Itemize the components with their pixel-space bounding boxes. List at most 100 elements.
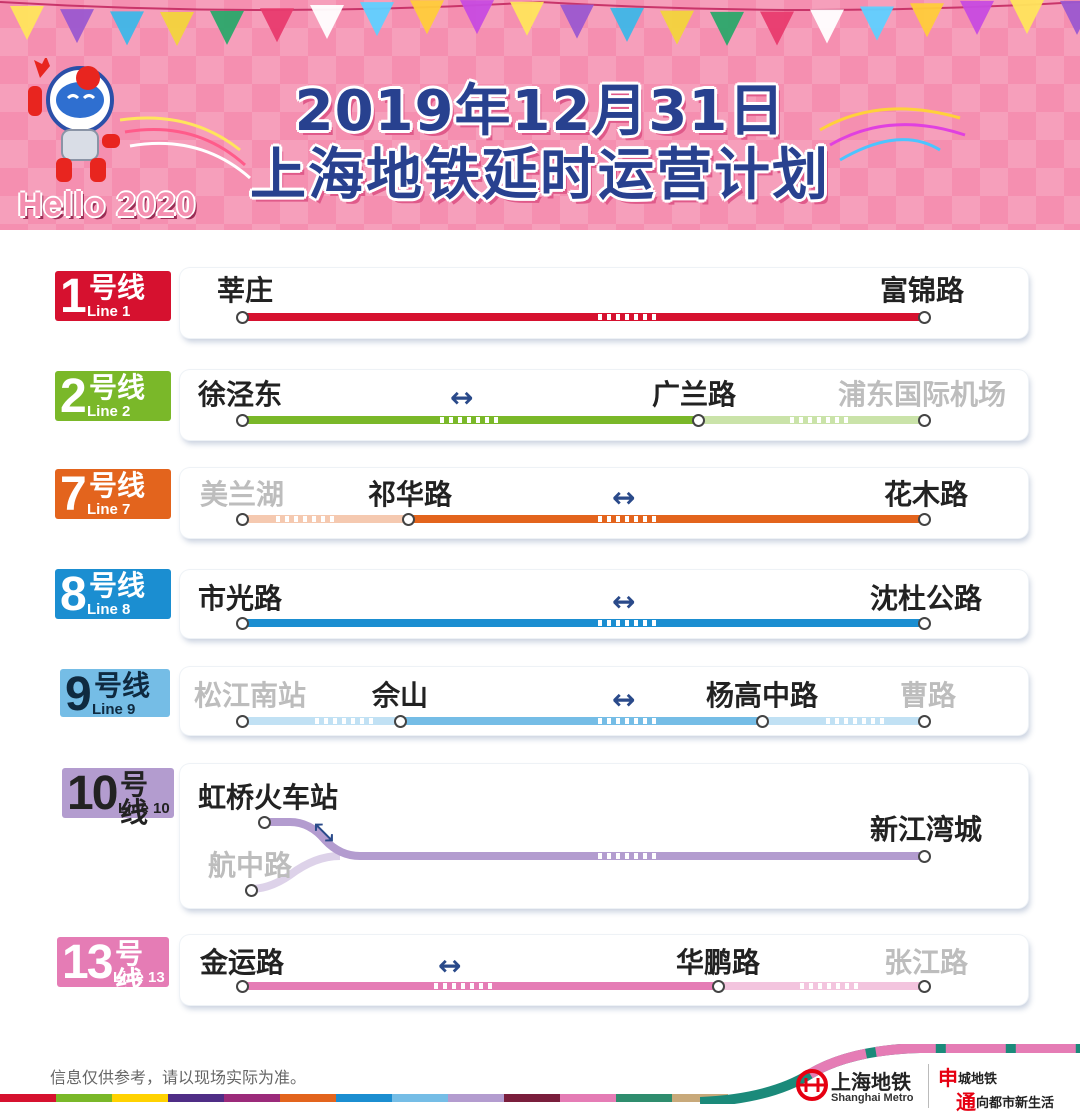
line-badge-7: 7 号线 Line 7 — [55, 469, 171, 519]
station-stop — [918, 617, 931, 630]
line-badge-8: 8 号线 Line 8 — [55, 569, 171, 619]
station-stop — [236, 414, 249, 427]
line-en-label: Line 9 — [92, 701, 136, 718]
track-dash — [790, 417, 848, 423]
station-label: 莘庄 — [217, 274, 274, 307]
line-number: 2 — [60, 370, 87, 423]
station-stop — [918, 715, 931, 728]
bidirectional-arrow-icon: ↔ — [612, 585, 636, 618]
line-segment — [242, 619, 924, 627]
line-card-2 — [180, 370, 1028, 440]
station-label: 祁华路 — [368, 478, 453, 511]
station-stop — [918, 311, 931, 324]
track-dash — [598, 516, 656, 522]
station-label: 曹路 — [900, 679, 957, 712]
station-stop — [236, 617, 249, 630]
station-label: 杨高中路 — [706, 679, 819, 712]
station-label: 花木路 — [884, 478, 969, 511]
footer-wave-decoration — [700, 1044, 1080, 1104]
stripe-segment — [392, 1094, 448, 1102]
station-stop — [712, 980, 725, 993]
stripe-segment — [112, 1094, 168, 1102]
station-label: 美兰湖 — [200, 478, 285, 511]
line-segment — [400, 717, 762, 725]
header-banner: 2019年12月31日 上海地铁延时运营计划 Hello 2020 — [0, 0, 1080, 230]
line-badge-2: 2 号线 Line 2 — [55, 371, 171, 421]
stripe-segment — [560, 1094, 616, 1102]
station-stop — [692, 414, 705, 427]
line-badge-1: 1 号线 Line 1 — [55, 271, 171, 321]
track-dash — [276, 516, 334, 522]
track-dash — [598, 718, 656, 724]
stripe-segment — [280, 1094, 336, 1102]
track-dash — [598, 314, 656, 320]
hello-2020-text: Hello 2020 — [18, 186, 197, 224]
station-label: 广兰路 — [652, 378, 737, 411]
footer-divider — [928, 1064, 929, 1108]
bidirectional-arrow-icon: ⤡ — [314, 818, 334, 846]
station-label: 市光路 — [198, 582, 283, 615]
station-label: 新江湾城 — [870, 813, 983, 846]
station-label: 沈杜公路 — [870, 582, 983, 615]
line-number: 13 — [62, 936, 113, 989]
line-number: 9 — [65, 668, 92, 721]
line-segment — [408, 515, 924, 523]
line-hao-label: 号线 — [94, 669, 151, 702]
station-stop — [756, 715, 769, 728]
line-hao-label: 号线 — [120, 768, 149, 829]
slogan-char-tong: 通 — [956, 1090, 976, 1114]
logo-en: Shanghai Metro — [831, 1092, 914, 1104]
line-card-13 — [180, 935, 1028, 1005]
station-stop — [236, 311, 249, 324]
line-en-label: Line 7 — [87, 501, 131, 518]
bidirectional-arrow-icon: ↔ — [450, 381, 474, 414]
station-stop — [245, 884, 258, 897]
bunting-decoration — [0, 0, 1080, 46]
line-segment — [242, 313, 924, 321]
stripe-segment — [56, 1094, 112, 1102]
station-label: 富锦路 — [880, 274, 965, 307]
line-en-label: Line 8 — [87, 601, 131, 618]
station-stop — [402, 513, 415, 526]
line-number: 7 — [60, 468, 87, 521]
track-dash — [434, 983, 492, 989]
stripe-segment — [168, 1094, 224, 1102]
station-stop — [236, 513, 249, 526]
station-label: 浦东国际机场 — [838, 378, 1007, 411]
station-label: 佘山 — [372, 679, 429, 712]
title-main: 上海地铁延时运营计划 — [250, 143, 830, 208]
line-hao-label: 号线 — [89, 469, 146, 502]
station-stop — [918, 513, 931, 526]
track-dash — [800, 983, 858, 989]
station-stop — [918, 414, 931, 427]
slogan-rest-2: 向都市新生活 — [976, 1096, 1055, 1111]
station-label: 徐泾东 — [198, 378, 283, 411]
line-en-label: Line 1 — [87, 303, 131, 320]
disclaimer-note: 信息仅供参考，请以现场实际为准。 — [50, 1068, 307, 1087]
station-label: 张江路 — [884, 946, 969, 979]
station-stop — [236, 980, 249, 993]
slogan-rest-1: 城地铁 — [958, 1072, 998, 1087]
logo-cn: 上海地铁 — [831, 1070, 911, 1094]
streamers-decoration — [119, 107, 966, 180]
title-date: 2019年12月31日 — [294, 79, 786, 144]
line-badge-13: 13 号线 Line 13 — [57, 936, 169, 996]
line-badge-9: 9 号线 Line 9 — [60, 668, 170, 721]
line-number: 10 — [67, 767, 118, 820]
line-en-label: Line 13 — [113, 969, 165, 986]
line-card-7 — [180, 468, 1028, 538]
line-hao-label: 号线 — [115, 937, 144, 998]
line-number: 8 — [60, 568, 87, 621]
station-label: 华鹏路 — [676, 946, 761, 979]
line-en-label: Line 2 — [87, 403, 131, 420]
track-dash — [440, 417, 498, 423]
station-label: 航中路 — [208, 849, 293, 882]
line-hao-label: 号线 — [89, 271, 146, 304]
track-dash — [315, 718, 373, 724]
track-dash — [598, 620, 656, 626]
metro-mascot-icon — [28, 58, 120, 182]
bidirectional-arrow-icon: ↔ — [612, 683, 636, 716]
line-hao-label: 号线 — [89, 371, 146, 404]
slogan-char-shen: 申 — [938, 1066, 958, 1090]
bidirectional-arrow-icon: ↔ — [612, 481, 636, 514]
